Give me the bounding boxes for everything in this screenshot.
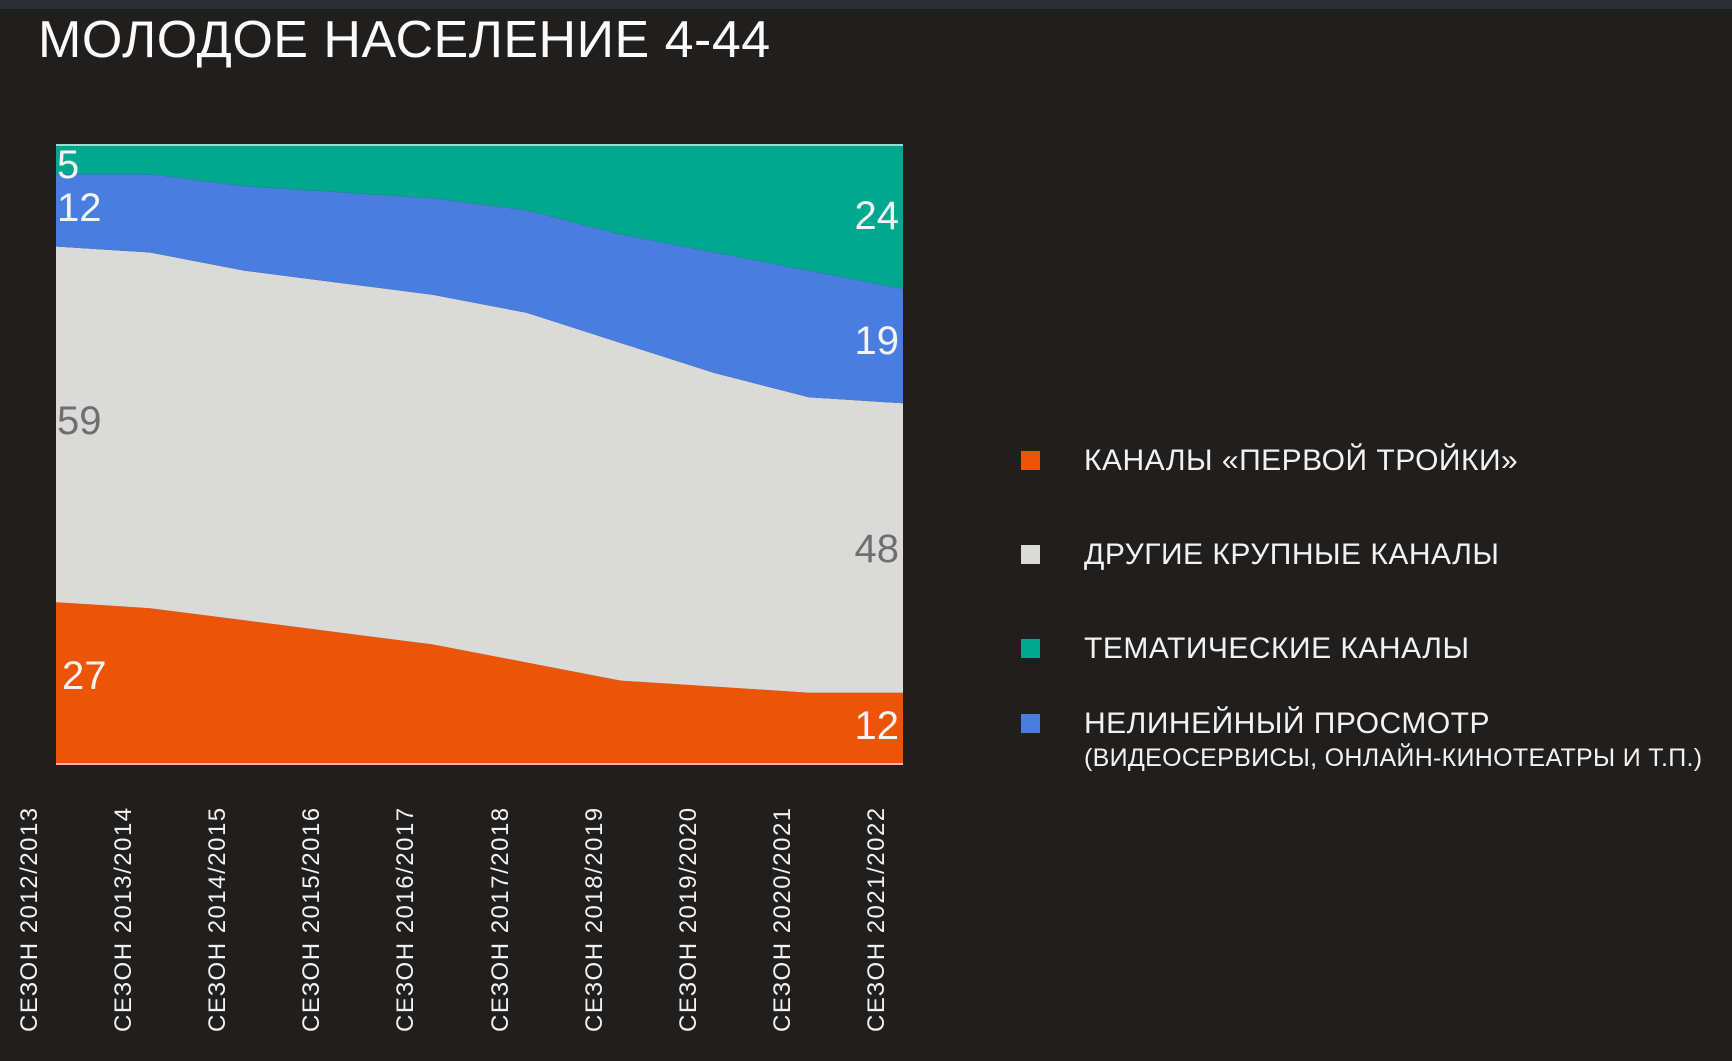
value-label-nonlinear-first: 12 [57,186,102,230]
legend-item-nonlinear: НЕЛИНЕЙНЫЙ ПРОСМОТР [1021,705,1490,741]
legend-sublabel-nonlinear: (ВИДЕОСЕРВИСЫ, ОНЛАЙН-КИНОТЕАТРЫ И Т.П.) [1084,744,1703,772]
value-label-tematic-first: 5 [57,143,80,187]
legend-label-tematic: ТЕМАТИЧЕСКИЕ КАНАЛЫ [1084,631,1470,665]
legend-label-nonlinear: НЕЛИНЕЙНЫЙ ПРОСМОТР [1084,706,1491,740]
x-axis-label: СЕЗОН 2014/2015 [204,806,232,1032]
x-axis-label: СЕЗОН 2013/2014 [110,806,138,1032]
value-label-top3-last: 12 [854,704,900,748]
x-axis-label: СЕЗОН 2018/2019 [580,806,608,1032]
area-series [56,144,903,289]
page-title: МОЛОДОЕ НАСЕЛЕНИЕ 4-44 [38,11,771,69]
legend-label-other: ДРУГИЕ КРУПНЫЕ КАНАЛЫ [1084,537,1500,571]
x-axis-label: СЕЗОН 2017/2018 [486,806,514,1032]
value-label-other-first: 59 [57,399,102,443]
legend-item-other: ДРУГИЕ КРУПНЫЕ КАНАЛЫ [1021,536,1499,572]
legend-item-tematic: ТЕМАТИЧЕСКИЕ КАНАЛЫ [1021,630,1470,666]
x-axis-label: СЕЗОН 2019/2020 [674,806,702,1032]
area-series [56,602,903,765]
area-series [56,174,903,404]
value-label-nonlinear-last: 19 [854,319,900,363]
stacked-area-chart [56,144,903,765]
value-label-other-last: 48 [854,527,900,571]
window-top-strip [0,0,1732,9]
legend-swatch-tematic [1021,638,1040,658]
x-axis-label: СЕЗОН 2012/2013 [16,806,43,1032]
x-axis-label: СЕЗОН 2020/2021 [768,806,796,1032]
x-axis-label: СЕЗОН 2021/2022 [863,806,890,1032]
x-axis-label: СЕЗОН 2015/2016 [298,806,326,1032]
area-series [56,246,903,693]
value-label-tematic-last: 24 [854,194,900,238]
legend-item-top3: КАНАЛЫ «ПЕРВОЙ ТРОЙКИ» [1021,442,1518,478]
legend-swatch-nonlinear [1021,713,1040,733]
x-axis-label: СЕЗОН 2016/2017 [392,806,420,1032]
legend-label-top3: КАНАЛЫ «ПЕРВОЙ ТРОЙКИ» [1084,443,1519,477]
legend-swatch-top3 [1021,450,1040,470]
value-label-top3-first: 27 [62,654,107,698]
legend-swatch-other [1021,544,1040,564]
